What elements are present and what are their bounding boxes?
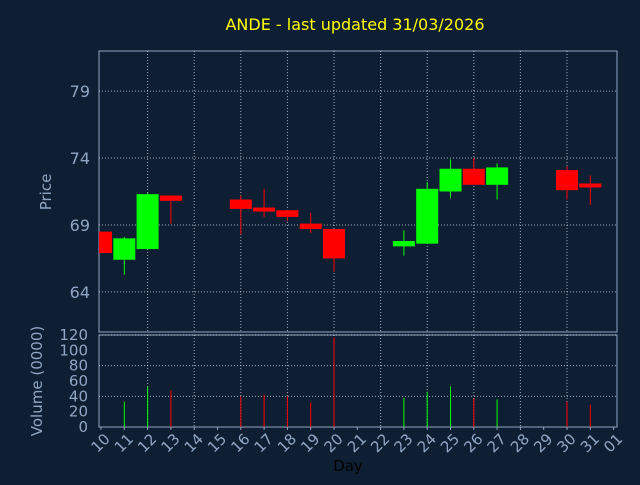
candle-body: [276, 210, 299, 217]
candle-body: [439, 168, 462, 192]
chart-title: ANDE - last updated 31/03/2026: [225, 15, 484, 34]
volume-tick-label: 80: [69, 357, 88, 375]
candle-body: [229, 199, 252, 209]
price-tick-label: 64: [70, 283, 90, 302]
candle-body: [99, 231, 112, 254]
candle-body: [113, 238, 136, 260]
candle-body: [299, 223, 322, 229]
volume-axis-label: Volume (0000): [28, 326, 46, 436]
x-tick-label: 01: [600, 430, 626, 456]
candle-body: [462, 168, 485, 185]
volume-tick-label: 60: [69, 372, 88, 390]
candle-body: [579, 183, 602, 188]
candle-body: [323, 228, 345, 259]
price-axis-label: Price: [37, 174, 55, 211]
price-tick-label: 79: [70, 82, 90, 101]
candle-body: [392, 241, 415, 247]
candle-body: [159, 195, 182, 201]
volume-tick-label: 20: [69, 403, 88, 421]
volume-panel-frame: [98, 334, 618, 428]
candle-body: [416, 188, 439, 244]
candle-body: [486, 167, 509, 185]
candle-body: [136, 194, 159, 250]
volume-tick-label: 100: [59, 341, 88, 359]
price-tick-label: 74: [70, 149, 90, 168]
price-tick-label: 69: [70, 216, 90, 235]
price-panel-frame: [98, 50, 618, 333]
volume-tick-label: 40: [69, 387, 88, 405]
volume-tick-label: 120: [59, 326, 88, 344]
volume-tick-label: 0: [78, 418, 88, 436]
candle-body: [556, 170, 578, 191]
x-axis-label: Day: [333, 457, 363, 475]
candle-body: [253, 207, 276, 212]
